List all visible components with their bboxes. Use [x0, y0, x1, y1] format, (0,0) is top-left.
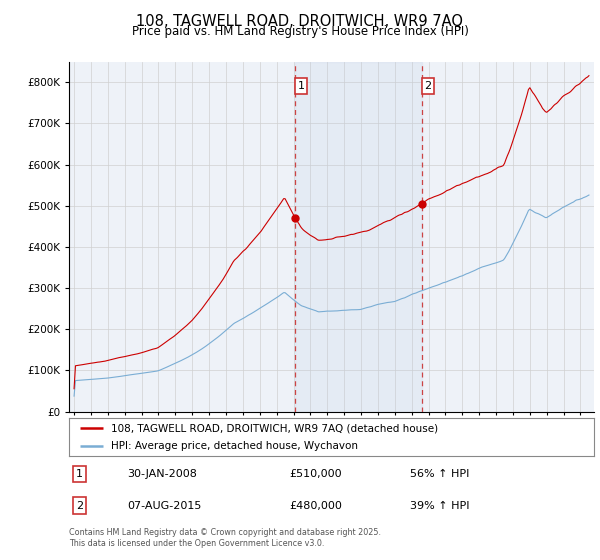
Text: Contains HM Land Registry data © Crown copyright and database right 2025.
This d: Contains HM Land Registry data © Crown c… — [69, 528, 381, 548]
Text: 2: 2 — [76, 501, 83, 511]
Text: 39% ↑ HPI: 39% ↑ HPI — [410, 501, 470, 511]
Text: £510,000: £510,000 — [290, 469, 342, 479]
Text: Price paid vs. HM Land Registry's House Price Index (HPI): Price paid vs. HM Land Registry's House … — [131, 25, 469, 38]
Text: 1: 1 — [298, 81, 304, 91]
Text: 1: 1 — [76, 469, 83, 479]
Text: 30-JAN-2008: 30-JAN-2008 — [127, 469, 197, 479]
Text: 108, TAGWELL ROAD, DROITWICH, WR9 7AQ: 108, TAGWELL ROAD, DROITWICH, WR9 7AQ — [137, 14, 464, 29]
Text: £480,000: £480,000 — [290, 501, 343, 511]
Text: 56% ↑ HPI: 56% ↑ HPI — [410, 469, 470, 479]
Text: 07-AUG-2015: 07-AUG-2015 — [127, 501, 201, 511]
Text: 108, TAGWELL ROAD, DROITWICH, WR9 7AQ (detached house): 108, TAGWELL ROAD, DROITWICH, WR9 7AQ (d… — [111, 423, 438, 433]
Text: HPI: Average price, detached house, Wychavon: HPI: Average price, detached house, Wych… — [111, 441, 358, 451]
Bar — [295, 62, 422, 412]
Text: 2: 2 — [424, 81, 431, 91]
